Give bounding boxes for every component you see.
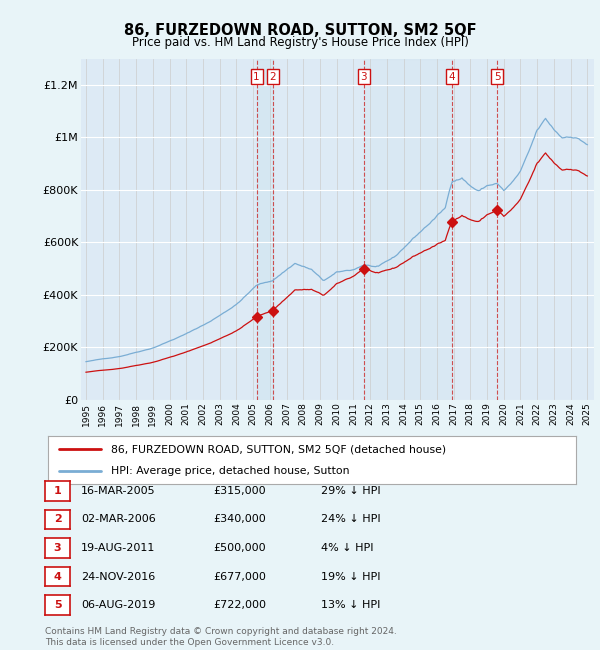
Text: 16-MAR-2005: 16-MAR-2005 — [81, 486, 155, 496]
Text: 2: 2 — [54, 514, 61, 525]
Text: 24-NOV-2016: 24-NOV-2016 — [81, 571, 155, 582]
Text: HPI: Average price, detached house, Sutton: HPI: Average price, detached house, Sutt… — [112, 466, 350, 476]
Text: 02-MAR-2006: 02-MAR-2006 — [81, 514, 156, 525]
Text: 1: 1 — [253, 72, 260, 82]
Text: 2: 2 — [269, 72, 276, 82]
Text: 3: 3 — [54, 543, 61, 553]
Text: 86, FURZEDOWN ROAD, SUTTON, SM2 5QF: 86, FURZEDOWN ROAD, SUTTON, SM2 5QF — [124, 23, 476, 38]
Text: 5: 5 — [494, 72, 500, 82]
Text: 3: 3 — [361, 72, 367, 82]
Text: £677,000: £677,000 — [213, 571, 266, 582]
Text: 24% ↓ HPI: 24% ↓ HPI — [321, 514, 380, 525]
Bar — [364, 58, 452, 400]
Text: 4% ↓ HPI: 4% ↓ HPI — [321, 543, 373, 553]
Text: 86, FURZEDOWN ROAD, SUTTON, SM2 5QF (detached house): 86, FURZEDOWN ROAD, SUTTON, SM2 5QF (det… — [112, 444, 446, 454]
Text: 5: 5 — [54, 600, 61, 610]
Text: £340,000: £340,000 — [213, 514, 266, 525]
Text: £722,000: £722,000 — [213, 600, 266, 610]
Text: £500,000: £500,000 — [213, 543, 266, 553]
Text: 19% ↓ HPI: 19% ↓ HPI — [321, 571, 380, 582]
Text: 06-AUG-2019: 06-AUG-2019 — [81, 600, 155, 610]
Text: Price paid vs. HM Land Registry's House Price Index (HPI): Price paid vs. HM Land Registry's House … — [131, 36, 469, 49]
Text: Contains HM Land Registry data © Crown copyright and database right 2024.
This d: Contains HM Land Registry data © Crown c… — [45, 627, 397, 647]
Text: 1: 1 — [54, 486, 61, 496]
Text: 29% ↓ HPI: 29% ↓ HPI — [321, 486, 380, 496]
Text: 4: 4 — [449, 72, 455, 82]
Text: 4: 4 — [53, 571, 62, 582]
Text: 19-AUG-2011: 19-AUG-2011 — [81, 543, 155, 553]
Text: 13% ↓ HPI: 13% ↓ HPI — [321, 600, 380, 610]
Bar — [257, 58, 272, 400]
Text: £315,000: £315,000 — [213, 486, 266, 496]
